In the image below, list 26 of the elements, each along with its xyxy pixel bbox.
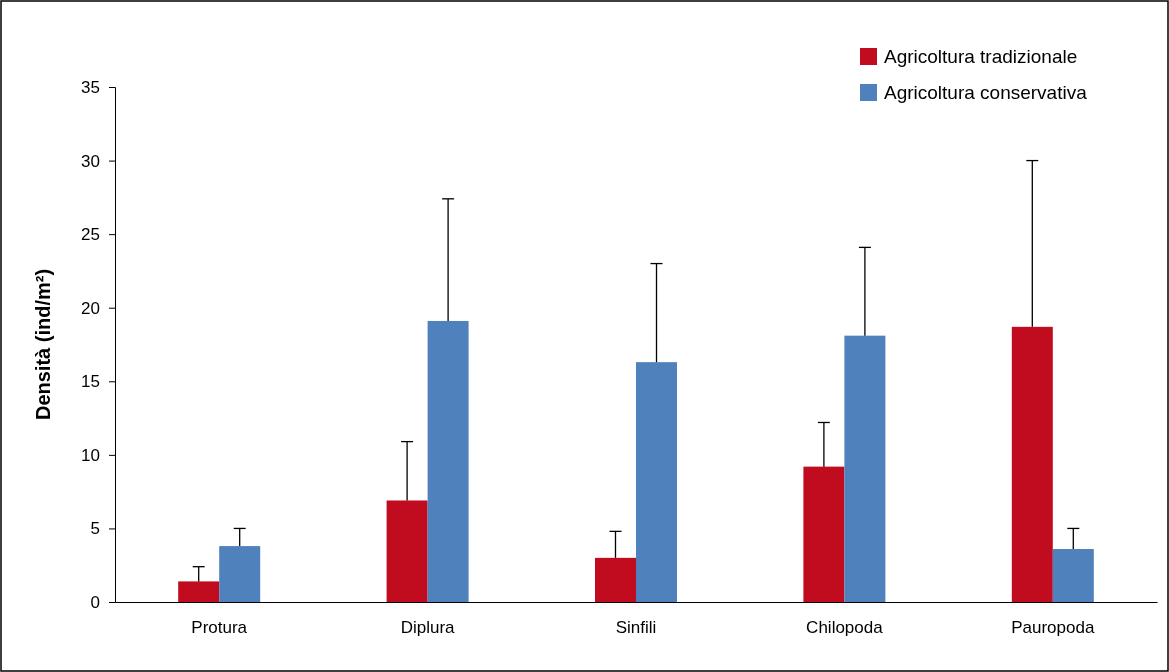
y-tick-label: 25 [81,225,100,245]
bar [595,557,636,602]
y-tick-label: 10 [81,445,100,465]
legend-label: Agricoltura tradizionale [884,46,1078,67]
bar [219,546,261,602]
bar [636,362,677,602]
y-tick-label: 15 [81,372,100,392]
bar [178,581,220,602]
bar [1052,549,1094,602]
y-tick-label: 5 [90,519,100,539]
y-tick-label: 35 [81,77,100,97]
y-axis-title: Densità (ind/m²) [32,268,54,421]
x-tick-label: Chilopoda [806,618,884,637]
legend-label: Agricoltura conservativa [884,82,1088,103]
bar [427,320,469,602]
y-tick-label: 20 [81,298,100,318]
y-tick-label: 30 [81,151,100,171]
bar [386,500,428,602]
x-tick-label: Diplura [400,618,456,637]
y-tick-label: 0 [90,592,100,612]
x-tick-label: Protura [191,618,248,637]
bar [1011,326,1053,602]
bar [844,335,886,602]
bar [803,466,845,602]
x-tick-label: Sinfili [615,618,657,637]
x-tick-label: Pauropoda [1011,618,1095,637]
